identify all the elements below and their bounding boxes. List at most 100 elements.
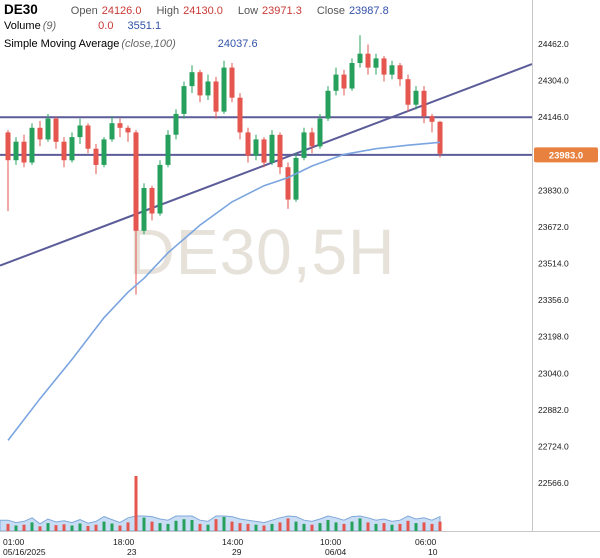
volume-bar <box>318 523 322 531</box>
sma-line-layer <box>7 141 441 441</box>
volume-bar <box>294 521 298 531</box>
time-tick-label[interactable]: 01:00 <box>3 537 25 547</box>
volume-bar <box>70 525 74 531</box>
ohlc-row: DE30 Open 24126.0 High 24130.0 Low 23971… <box>4 2 404 20</box>
volume-bar <box>30 522 34 531</box>
volume-bar <box>390 524 394 531</box>
price-tick-label[interactable]: 23830.0 <box>538 185 569 195</box>
volume-bar <box>358 518 362 531</box>
date-tick-label[interactable]: 06/04 <box>325 547 347 557</box>
candle-body <box>69 137 75 161</box>
volume-bar <box>286 518 290 531</box>
volume-bar <box>342 523 346 531</box>
candle-body <box>157 164 163 214</box>
candle-body <box>389 65 395 75</box>
price-tick-label[interactable]: 23040.0 <box>538 368 569 378</box>
price-tick-label[interactable]: 24304.0 <box>538 76 569 86</box>
candle-body <box>421 90 427 117</box>
candle-body <box>253 139 259 156</box>
candle-body <box>21 141 27 163</box>
close-value: 23987.8 <box>348 5 389 17</box>
candle-body <box>5 132 11 161</box>
price-tick-label[interactable]: 22724.0 <box>538 441 569 451</box>
price-tick-label[interactable]: 24146.0 <box>538 112 569 122</box>
candle-body <box>37 127 43 140</box>
price-tick-label[interactable]: 23672.0 <box>538 222 569 232</box>
price-tick-label[interactable]: 22566.0 <box>538 478 569 488</box>
volume-bar <box>118 525 122 531</box>
low-label: Low <box>237 5 259 17</box>
volume-area <box>0 515 441 532</box>
volume-bar <box>374 523 378 531</box>
volume-bar <box>62 524 66 531</box>
candle-body <box>261 139 267 163</box>
candle-body <box>93 148 99 165</box>
volume-bar <box>310 524 314 531</box>
low-value: 23971.3 <box>262 5 302 17</box>
high-value: 24130.0 <box>183 5 223 17</box>
volume-bar <box>158 523 162 531</box>
price-tick-label[interactable]: 23514.0 <box>538 259 569 269</box>
date-tick-label[interactable]: 10 <box>428 547 438 557</box>
candle-body <box>317 118 323 147</box>
candle-body <box>269 134 275 163</box>
time-tick-label[interactable]: 14:00 <box>222 537 244 547</box>
price-tick-label[interactable]: 22882.0 <box>538 405 569 415</box>
volume-bar <box>238 523 242 531</box>
volume-bar <box>326 520 330 531</box>
volume-bar <box>102 521 106 531</box>
ascending-trendline[interactable] <box>0 63 533 267</box>
volume-bar <box>142 517 146 531</box>
chart-header: DE30 Open 24126.0 High 24130.0 Low 23971… <box>0 0 408 58</box>
volume-value-2: 3551.1 <box>127 20 162 32</box>
sma-value: 24037.6 <box>217 38 258 50</box>
candle-body <box>429 116 435 122</box>
volume-bar <box>166 523 170 531</box>
candle-body <box>397 65 403 80</box>
candle-body <box>189 72 195 87</box>
time-tick-label[interactable]: 18:00 <box>113 537 135 547</box>
time-tick-label[interactable]: 06:00 <box>415 537 437 547</box>
volume-bar <box>78 523 82 531</box>
candle-body <box>237 97 243 133</box>
volume-bar <box>6 523 10 531</box>
date-tick-label[interactable]: 29 <box>232 547 242 557</box>
candle-body <box>125 127 131 133</box>
volume-bar <box>350 521 354 531</box>
volume-bar <box>422 522 426 531</box>
candle-body <box>221 67 227 112</box>
candle-body <box>245 132 251 156</box>
time-tick-label[interactable]: 10:00 <box>320 537 342 547</box>
volume-bar <box>270 523 274 531</box>
volume-bar <box>198 523 202 531</box>
volume-bar <box>150 521 154 531</box>
candle-body <box>293 157 299 200</box>
price-tick-label[interactable]: 24462.0 <box>538 39 569 49</box>
price-tick-label[interactable]: 23356.0 <box>538 295 569 305</box>
date-tick-label[interactable]: 05/16/2025 <box>3 547 46 557</box>
open-value: 24126.0 <box>101 5 142 17</box>
volume-indicator-row: Volume (9) 0.0 3551.1 <box>4 20 404 38</box>
candle-body <box>53 118 59 142</box>
volume-bar <box>430 523 434 531</box>
volume-bar <box>406 520 410 531</box>
candle-body <box>109 123 115 140</box>
volume-bar <box>334 522 338 531</box>
candle-body <box>85 125 91 149</box>
volume-bar <box>398 523 402 531</box>
candle-body <box>29 127 35 163</box>
price-tick-label[interactable]: 23198.0 <box>538 332 569 342</box>
candle-body <box>13 141 19 161</box>
candle-body <box>365 53 371 68</box>
candle-body <box>133 132 139 231</box>
trendlines-layer[interactable] <box>0 63 533 267</box>
candle-body <box>149 188 155 214</box>
candle-body <box>301 132 307 158</box>
volume-bar <box>366 522 370 531</box>
current-price-badge <box>534 147 598 163</box>
date-tick-label[interactable]: 23 <box>127 547 137 557</box>
candle-body <box>357 53 363 63</box>
